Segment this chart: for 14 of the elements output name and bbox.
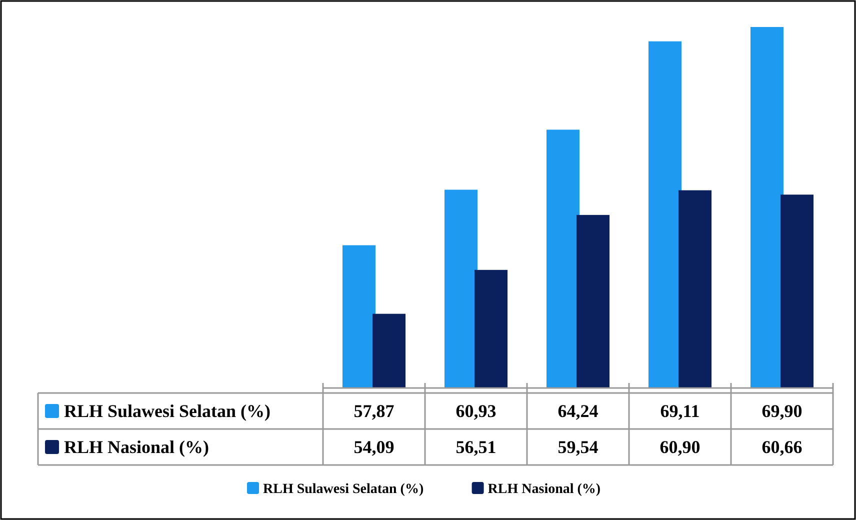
- data-label: 60,90: [660, 437, 700, 457]
- data-label: 60,93: [456, 401, 496, 421]
- data-label: 57,87: [354, 401, 394, 421]
- data-label: 56,51: [456, 437, 496, 457]
- data-label: 69,90: [762, 401, 802, 421]
- legend-label: RLH Sulawesi Selatan (%): [64, 401, 271, 421]
- data-label: 59,54: [558, 437, 598, 457]
- data-label: 64,24: [558, 401, 598, 421]
- data-label: 54,09: [354, 437, 394, 457]
- legend-label: RLH Nasional (%): [488, 482, 601, 497]
- data-label: 60,66: [762, 437, 802, 457]
- text: RLH Nasional (%): [64, 437, 210, 457]
- data-label: 69,11: [660, 401, 700, 421]
- text: RLH Sulawesi Selatan (%): [263, 482, 424, 497]
